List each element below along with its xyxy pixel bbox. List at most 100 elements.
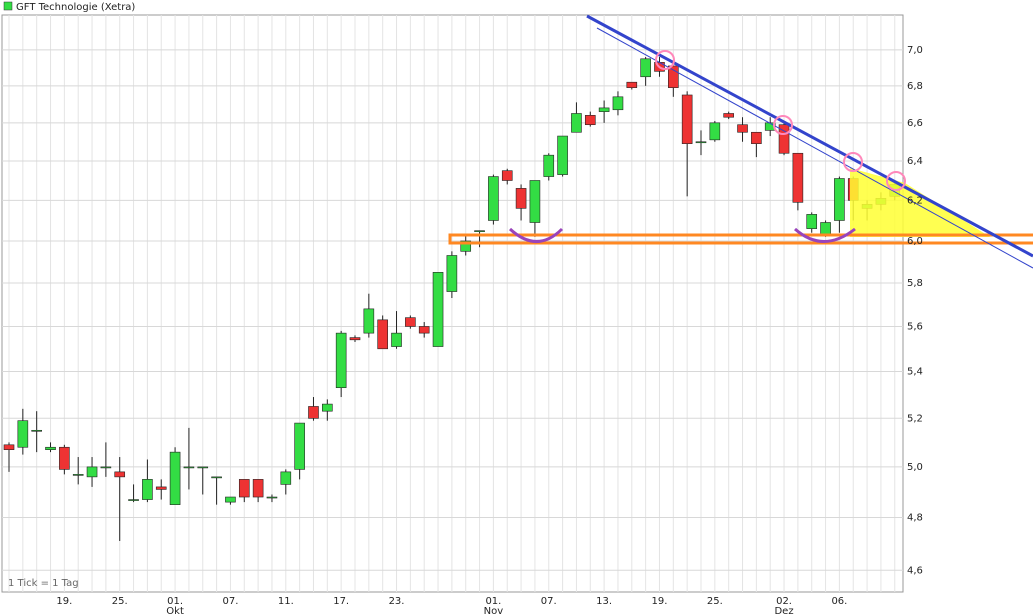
candle-body <box>529 180 541 223</box>
candle-body <box>474 230 485 232</box>
candle-body <box>100 466 112 469</box>
candle-body <box>598 107 610 112</box>
candle-body <box>211 476 222 479</box>
x-month-label: Dez <box>774 606 793 616</box>
triangle <box>850 168 990 237</box>
candle-body <box>501 170 513 181</box>
candle-body <box>584 115 596 126</box>
arc <box>508 227 856 243</box>
candle-body <box>446 255 458 292</box>
candle-body <box>363 308 375 334</box>
x-tick-label: 01. <box>167 596 183 607</box>
support-band <box>448 233 1033 245</box>
x-month-label: Okt <box>166 606 184 616</box>
drawings <box>448 14 1033 269</box>
candle-body <box>792 152 804 203</box>
candle-body <box>640 58 651 78</box>
candle-body <box>709 122 721 141</box>
candle-body <box>571 113 582 133</box>
x-month-label: Nov <box>484 606 504 616</box>
candle-body <box>668 65 679 88</box>
x-tick-label: 25. <box>707 596 723 607</box>
y-tick-label: 5,2 <box>907 413 923 424</box>
candle-body <box>155 486 167 490</box>
candle-body <box>308 406 319 419</box>
candle-body <box>723 113 734 118</box>
candles <box>3 57 901 541</box>
x-tick-label: 25. <box>112 596 128 607</box>
candle-body <box>515 188 527 209</box>
candle-body <box>405 317 416 327</box>
x-tick-label: 17. <box>333 596 349 607</box>
candle-body <box>128 499 139 501</box>
y-tick-label: 5,6 <box>907 321 923 332</box>
candle-body <box>681 94 693 144</box>
candle-body <box>543 154 555 177</box>
candle-body <box>834 178 845 221</box>
candle-body <box>612 96 624 111</box>
candle-body <box>626 81 638 88</box>
candle-body <box>31 429 42 432</box>
candle-body <box>806 214 818 229</box>
candle-body <box>335 332 347 389</box>
y-tick-label: 5,4 <box>907 367 923 378</box>
candle-body <box>294 422 305 470</box>
candle-body <box>142 479 153 500</box>
candle-body <box>557 135 568 175</box>
note: 1 Tick = 1 Tag <box>8 578 79 589</box>
x-tick-label: 23. <box>389 596 405 607</box>
y-tick-label: 6,2 <box>907 195 923 206</box>
x-tick-label: 02. <box>776 596 792 607</box>
y-tick-label: 4,8 <box>907 513 923 524</box>
trend-line <box>586 14 1033 258</box>
grid <box>2 15 903 592</box>
circle <box>655 50 675 70</box>
candle-body <box>488 176 499 221</box>
circle <box>886 171 906 191</box>
candle-body <box>252 479 264 498</box>
x-tick-label: 19. <box>56 596 72 607</box>
candle-body <box>86 466 98 478</box>
candle-body <box>418 326 430 334</box>
candle-body <box>322 403 333 412</box>
y-tick-label: 4,6 <box>907 565 923 576</box>
candle-body <box>238 479 250 498</box>
x-tick-label: 19. <box>652 596 668 607</box>
x-tick-label: 07. <box>222 596 238 607</box>
candle-body <box>266 496 278 499</box>
candle-body <box>778 124 790 154</box>
candle-body <box>280 471 292 485</box>
circle <box>843 152 863 172</box>
candle-body <box>737 124 748 133</box>
x-tick-label: 07. <box>541 596 557 607</box>
plot-area <box>1 14 904 593</box>
candle-body <box>17 420 29 448</box>
candle-body <box>72 474 84 476</box>
y-tick-label: 5,0 <box>907 462 923 473</box>
y-tick-label: 5,8 <box>907 278 923 289</box>
candle-body <box>45 446 56 450</box>
candle-body <box>391 332 402 347</box>
candle-body <box>820 222 831 236</box>
y-tick-label: 6,0 <box>907 236 923 247</box>
y-tick-label: 6,6 <box>907 118 923 129</box>
candle-body <box>183 466 195 469</box>
candle-body <box>460 240 472 252</box>
y-tick-label: 6,8 <box>907 81 923 92</box>
x-tick-label: 01. <box>485 596 501 607</box>
candle-body <box>349 337 361 341</box>
candle-body <box>377 319 388 350</box>
x-tick-label: 06. <box>831 596 847 607</box>
y-tick-label: 6,4 <box>907 156 923 167</box>
x-tick-label: 13. <box>596 596 612 607</box>
candle-body <box>169 451 181 505</box>
circle <box>773 115 793 135</box>
candle-body <box>197 466 209 469</box>
legend-swatch <box>3 1 13 11</box>
legend-label: GFT Technologie (Xetra) <box>16 2 135 13</box>
x-tick-label: 11. <box>278 596 294 607</box>
candle-body <box>3 444 15 450</box>
candle-body <box>225 496 236 503</box>
candle-body <box>432 272 444 347</box>
